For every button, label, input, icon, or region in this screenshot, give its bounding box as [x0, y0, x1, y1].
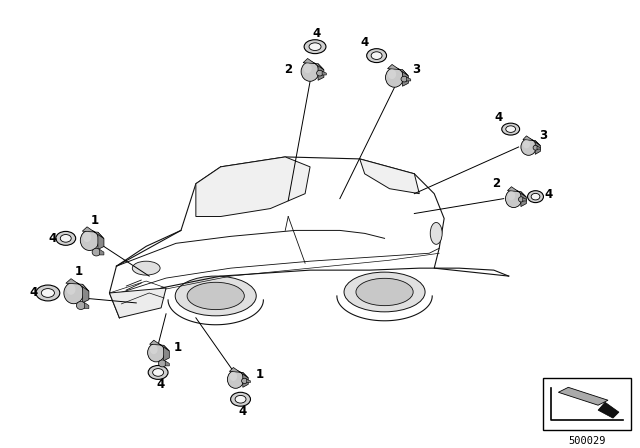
- Ellipse shape: [175, 276, 256, 316]
- Ellipse shape: [531, 194, 540, 200]
- Ellipse shape: [159, 360, 166, 367]
- Text: 4: 4: [156, 378, 164, 391]
- Polygon shape: [66, 279, 89, 291]
- Bar: [543, 379, 631, 430]
- Ellipse shape: [56, 232, 76, 246]
- Text: 4: 4: [495, 111, 503, 124]
- Ellipse shape: [80, 230, 99, 250]
- Text: 1: 1: [174, 341, 182, 354]
- Ellipse shape: [506, 190, 522, 207]
- Polygon shape: [165, 361, 170, 366]
- Ellipse shape: [42, 289, 54, 297]
- Polygon shape: [318, 64, 324, 80]
- Ellipse shape: [227, 370, 244, 388]
- Ellipse shape: [67, 284, 76, 295]
- Polygon shape: [100, 250, 104, 255]
- Ellipse shape: [367, 49, 387, 63]
- Ellipse shape: [317, 70, 323, 76]
- Ellipse shape: [371, 52, 382, 60]
- Ellipse shape: [187, 282, 244, 310]
- Polygon shape: [535, 141, 540, 154]
- Ellipse shape: [230, 372, 237, 381]
- Ellipse shape: [148, 343, 164, 362]
- Ellipse shape: [533, 145, 538, 150]
- Ellipse shape: [60, 235, 71, 242]
- Polygon shape: [98, 232, 104, 250]
- Ellipse shape: [388, 69, 396, 79]
- Text: 4: 4: [239, 405, 246, 418]
- Ellipse shape: [83, 232, 92, 242]
- Ellipse shape: [148, 366, 168, 379]
- Polygon shape: [598, 402, 619, 418]
- Ellipse shape: [132, 261, 160, 275]
- Text: 3: 3: [412, 63, 420, 76]
- Polygon shape: [303, 59, 324, 70]
- Ellipse shape: [521, 138, 536, 155]
- Polygon shape: [406, 77, 411, 81]
- Ellipse shape: [92, 248, 100, 256]
- Polygon shape: [246, 379, 250, 383]
- Ellipse shape: [502, 123, 520, 135]
- Ellipse shape: [527, 191, 543, 202]
- Ellipse shape: [76, 302, 85, 310]
- Text: 3: 3: [540, 129, 548, 142]
- Polygon shape: [521, 192, 526, 207]
- Ellipse shape: [230, 392, 250, 406]
- Ellipse shape: [523, 140, 530, 148]
- Ellipse shape: [385, 68, 403, 87]
- Text: 4: 4: [30, 286, 38, 299]
- Polygon shape: [523, 136, 540, 146]
- Ellipse shape: [506, 126, 516, 133]
- Ellipse shape: [401, 76, 408, 82]
- Polygon shape: [523, 198, 527, 201]
- Polygon shape: [322, 71, 326, 75]
- Text: 1: 1: [90, 214, 99, 227]
- Text: 500029: 500029: [568, 436, 606, 446]
- Ellipse shape: [344, 272, 425, 312]
- Polygon shape: [83, 227, 104, 239]
- Text: 4: 4: [313, 27, 321, 40]
- Ellipse shape: [301, 62, 319, 81]
- Polygon shape: [84, 302, 89, 309]
- Text: 2: 2: [284, 63, 292, 76]
- Polygon shape: [164, 345, 170, 361]
- Ellipse shape: [430, 223, 442, 244]
- Polygon shape: [387, 65, 408, 76]
- Polygon shape: [537, 146, 541, 149]
- Text: 1: 1: [255, 368, 264, 381]
- Ellipse shape: [241, 378, 248, 383]
- Polygon shape: [508, 187, 526, 197]
- Ellipse shape: [303, 63, 312, 73]
- Polygon shape: [243, 372, 248, 388]
- Ellipse shape: [153, 369, 164, 376]
- Polygon shape: [196, 157, 310, 216]
- Ellipse shape: [64, 282, 84, 304]
- Polygon shape: [403, 70, 408, 86]
- Ellipse shape: [356, 278, 413, 306]
- Polygon shape: [558, 388, 608, 405]
- Polygon shape: [360, 159, 419, 194]
- Ellipse shape: [304, 40, 326, 54]
- Ellipse shape: [309, 43, 321, 51]
- Ellipse shape: [235, 396, 246, 403]
- Text: 1: 1: [75, 265, 83, 278]
- Ellipse shape: [518, 197, 524, 202]
- Polygon shape: [150, 340, 170, 351]
- Text: 4: 4: [49, 232, 57, 245]
- Polygon shape: [109, 288, 166, 318]
- Text: 4: 4: [360, 36, 369, 49]
- Ellipse shape: [150, 345, 157, 354]
- Ellipse shape: [508, 191, 515, 200]
- Polygon shape: [83, 284, 89, 303]
- Ellipse shape: [36, 285, 60, 301]
- Polygon shape: [229, 367, 248, 378]
- Text: 4: 4: [544, 188, 552, 201]
- Text: 2: 2: [492, 177, 500, 190]
